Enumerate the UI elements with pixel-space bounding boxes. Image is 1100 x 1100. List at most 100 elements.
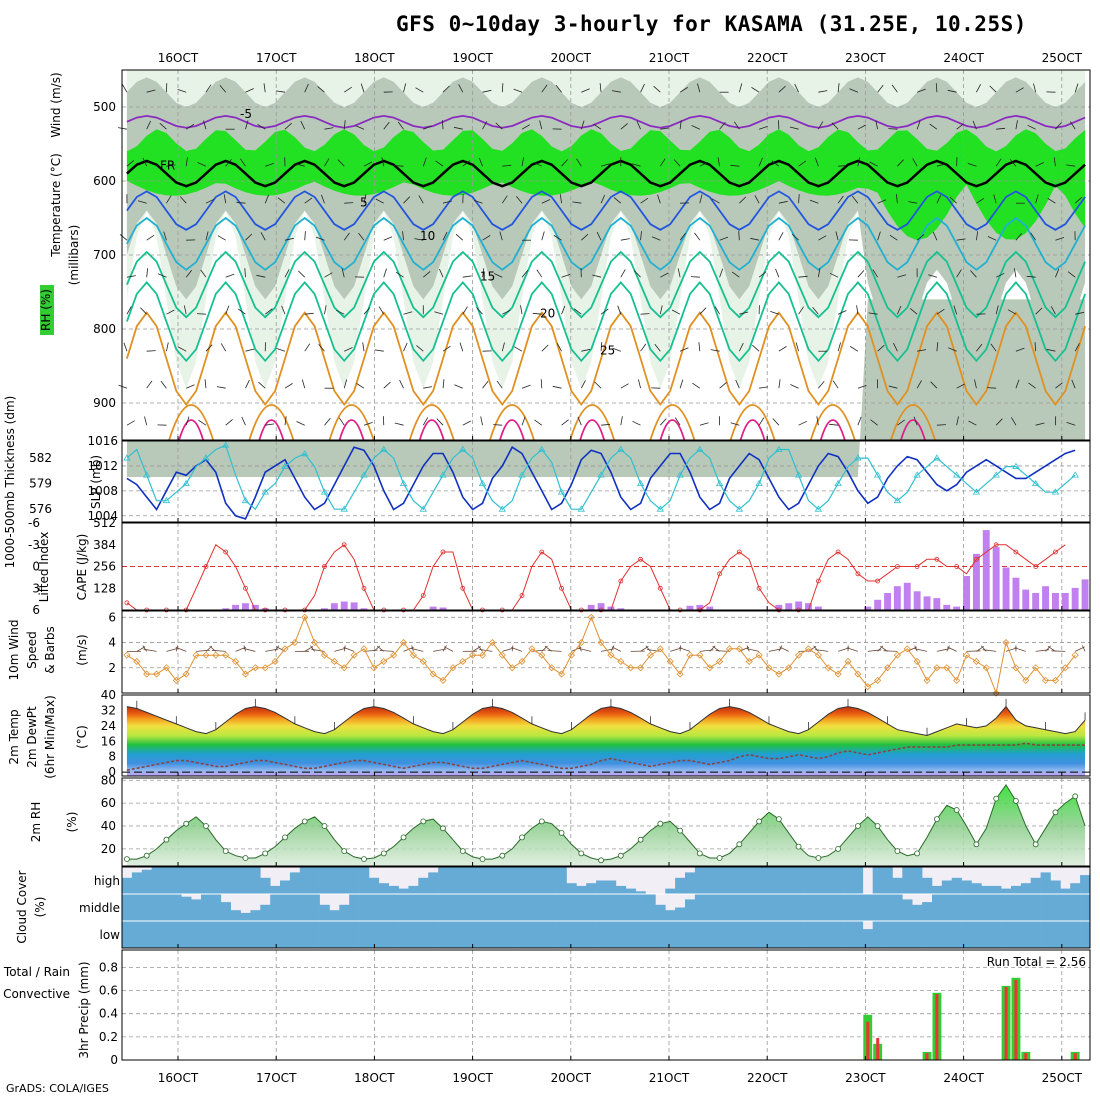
wind-barb — [458, 84, 464, 93]
wind10m-barb — [502, 647, 515, 652]
wind-barb — [868, 312, 878, 315]
cloud-bar — [685, 872, 696, 894]
cloud-bar — [319, 904, 330, 921]
cloud-bar — [981, 921, 992, 948]
wind10m-barb — [670, 647, 682, 652]
wind-barb — [640, 83, 645, 93]
lifted-index-marker — [1013, 549, 1019, 555]
cloud-bar — [645, 894, 656, 921]
cloud-bar — [852, 867, 864, 894]
wind-speed-marker — [271, 657, 279, 666]
wind-barb — [620, 383, 629, 389]
cloud-label: Cloud Cover — [15, 870, 29, 943]
cloud-bar — [1070, 894, 1081, 921]
rh-marker — [558, 830, 565, 836]
wind-barb — [160, 380, 167, 389]
wind-speed-marker — [143, 670, 151, 678]
wind10m-barb — [143, 648, 157, 652]
cloud-bar — [902, 867, 913, 894]
thickness-marker — [142, 471, 151, 478]
cloud-bar — [428, 894, 439, 921]
wind-barb — [829, 272, 839, 278]
thickness-marker — [893, 496, 902, 504]
thickness-frame — [121, 440, 1091, 523]
cloud-bar — [744, 867, 755, 894]
cloud-bar — [872, 894, 883, 921]
cloud-bar — [448, 894, 459, 921]
wind10m-barb — [813, 645, 819, 652]
wind-barb — [775, 268, 780, 278]
temp-units-label: (°C) — [75, 725, 89, 749]
cloud-bar — [773, 921, 785, 948]
wind-barb — [324, 158, 330, 167]
cloud-bar — [487, 867, 498, 894]
wind-barb — [344, 202, 354, 204]
rh-marker — [1072, 793, 1079, 800]
wind-barb — [653, 85, 661, 93]
cloud-bar — [596, 894, 607, 921]
wind-barb — [967, 163, 977, 167]
cloud-bar — [161, 921, 172, 948]
x-tick-top: 25OCT — [1042, 51, 1083, 65]
cloud-bar — [783, 867, 794, 894]
wind-barb — [654, 343, 661, 352]
wind-barb — [600, 342, 603, 352]
thickness-marker — [498, 505, 506, 512]
wind-barb — [877, 199, 887, 204]
wind-barb — [493, 424, 503, 426]
cape-bar — [1061, 593, 1069, 610]
cape-bar — [992, 547, 1000, 610]
wind-barb — [454, 384, 463, 389]
cape-bar — [706, 606, 714, 610]
cloud-bar — [191, 921, 202, 948]
wind10m-barb — [883, 650, 898, 652]
cloud-bar — [941, 894, 952, 921]
wind-speed-marker — [1071, 651, 1079, 659]
cape-bar — [982, 530, 990, 610]
x-tick-bottom: 16OCT — [158, 1071, 199, 1085]
cloud-bar — [339, 904, 350, 921]
wind-barb — [634, 270, 641, 278]
wind-speed-marker — [172, 676, 180, 684]
wind-barb — [1026, 275, 1036, 278]
wind-speed-marker — [1002, 638, 1010, 647]
cloud-bar — [754, 894, 765, 921]
rh-marker — [124, 856, 130, 862]
thickness-marker — [538, 445, 546, 452]
thickness-marker — [301, 450, 309, 457]
wind-speed-marker — [360, 645, 368, 653]
cape-bar — [330, 603, 338, 610]
isotherm-arch-hot — [659, 419, 686, 441]
wind-barb — [869, 161, 878, 167]
cloud-bar — [932, 894, 943, 921]
cloud-bar — [477, 921, 488, 948]
wind-barb — [956, 383, 965, 389]
cloud-bar — [556, 867, 567, 894]
rh-marker — [321, 823, 328, 829]
wind-barb — [185, 269, 193, 278]
wind-speed-marker — [637, 664, 645, 672]
cloud-bar — [339, 867, 350, 894]
cloud-bar — [665, 921, 676, 948]
cloud-bar — [201, 921, 212, 948]
wind-barb — [600, 194, 606, 204]
cloud-bar — [201, 894, 212, 921]
wind-barb — [809, 199, 819, 204]
wind-speed-marker — [133, 657, 141, 666]
rh-marker — [538, 818, 545, 825]
isotherm-label: 20 — [540, 307, 555, 321]
wind-barb — [423, 125, 432, 130]
lifted-index-marker — [361, 585, 367, 591]
isotherm-arch — [328, 404, 375, 441]
wind-barb — [142, 157, 148, 167]
cloud-bar — [517, 894, 528, 921]
cape-bar — [617, 608, 625, 610]
cloud-bar — [457, 867, 468, 894]
wind-barb — [197, 162, 207, 167]
cloud-bar — [625, 888, 636, 894]
cloud-bar — [764, 867, 775, 894]
wind10m-barb — [274, 645, 280, 652]
wind-barb — [1071, 379, 1076, 389]
wind-speed-label: Speed — [25, 631, 39, 669]
cloud-bar — [704, 894, 715, 921]
